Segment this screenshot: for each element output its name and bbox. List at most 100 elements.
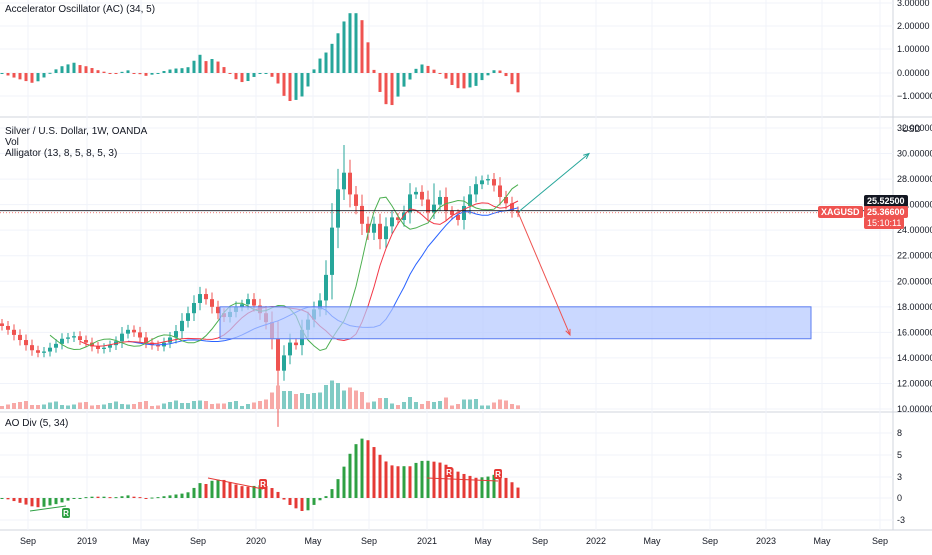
time-axis-label: 2023 [756,536,776,546]
volume-bar [432,402,436,409]
volume-bar [258,401,262,409]
volume-bar [300,393,304,409]
ac-bar [444,73,448,79]
volume-bar [474,399,478,409]
ac-bar [372,69,376,73]
volume-bar [516,405,520,409]
candle-body [78,336,82,341]
ac-bar [0,73,4,74]
volume-bar [156,405,160,409]
ac-bar [342,21,346,73]
ac-bar [18,73,22,80]
volume-bar [6,404,10,409]
volume-bar [360,392,364,409]
candle-body [438,196,442,205]
ao-axis-tick: 0 [897,493,902,503]
ac-bar [102,71,106,73]
divergence-marker-label: R [260,480,266,489]
price-axis-tick: 24.00000 [897,225,932,235]
alligator-label: Alligator (13, 8, 5, 8, 5, 3) [5,148,118,159]
volume-bar [216,403,220,409]
ac-bar [432,69,436,73]
ao-bar [300,498,304,511]
candle-body [18,334,22,341]
ac-bar [264,73,268,74]
price-axis-tick: 16.00000 [897,327,932,337]
volume-bar [114,401,118,409]
ac-bar [144,73,148,76]
ao-bar [294,498,298,509]
candle-body [174,331,178,338]
ac-axis-tick: 1.00000 [897,44,930,54]
support-zone [219,306,812,340]
ao-bar [360,438,364,498]
ao-bar [372,447,376,498]
ao-bar [96,496,100,498]
volume-bar [66,405,70,409]
ao-bar [402,466,406,498]
ac-bar [306,73,310,87]
ao-bar [474,477,478,498]
volume-bar [198,400,202,409]
volume-bar [444,397,448,409]
volume-bar [462,399,466,409]
ao-bar [396,466,400,498]
ao-bar [102,496,106,498]
volume-bar [486,405,490,409]
volume-bar [126,404,130,409]
divergence-marker [494,469,502,479]
volume-bar [138,402,142,409]
ao-bar [282,498,286,500]
ao-bar [336,479,340,498]
ac-bar [510,73,514,85]
ao-bar [384,461,388,498]
ao-bar [90,496,94,498]
ao-bar [114,497,118,499]
ao-bar [276,491,280,498]
ao-bar [24,498,28,505]
ac-bar [150,73,154,75]
candle-body [396,217,400,220]
volume-bar [324,385,328,409]
candle-body [450,211,454,215]
ac-bar [126,70,130,73]
candle-body [0,323,4,326]
ao-bar [42,498,46,507]
price-axis-tick: 30.00000 [897,149,932,159]
volume-bar [366,402,370,409]
divergence-line [29,505,67,512]
ao-bar [108,497,112,499]
volume-bar [378,398,382,409]
currency-label: USD [902,124,922,134]
volume-bar [336,383,340,409]
ao-bar [210,480,214,498]
ac-bar [54,69,58,73]
ac-bar [354,13,358,73]
time-axis-label: Sep [872,536,888,546]
ao-bar [144,498,148,499]
ac-bar [318,58,322,73]
ao-bar [426,460,430,498]
candle-body [96,346,100,349]
ac-bar [450,73,454,86]
volume-bar [240,406,244,409]
ao-bar [504,477,508,498]
time-axis-label: Sep [532,536,548,546]
ao-bar [78,498,82,499]
ac-bar [312,69,316,73]
price-tag-upper: 25.52500 [864,195,908,207]
volume-bar [96,405,100,409]
candle-body [72,336,76,338]
candle-body [510,203,514,212]
time-axis-label: Sep [20,536,36,546]
ao-bar [516,487,520,498]
ac-bar [120,71,124,73]
ac-bar [222,67,226,73]
ao-bar [138,497,142,499]
ac-bar [348,13,352,73]
candle-body [108,345,112,348]
ao-bar [486,476,490,498]
ac-bar [156,73,160,74]
candle-body [276,338,280,371]
